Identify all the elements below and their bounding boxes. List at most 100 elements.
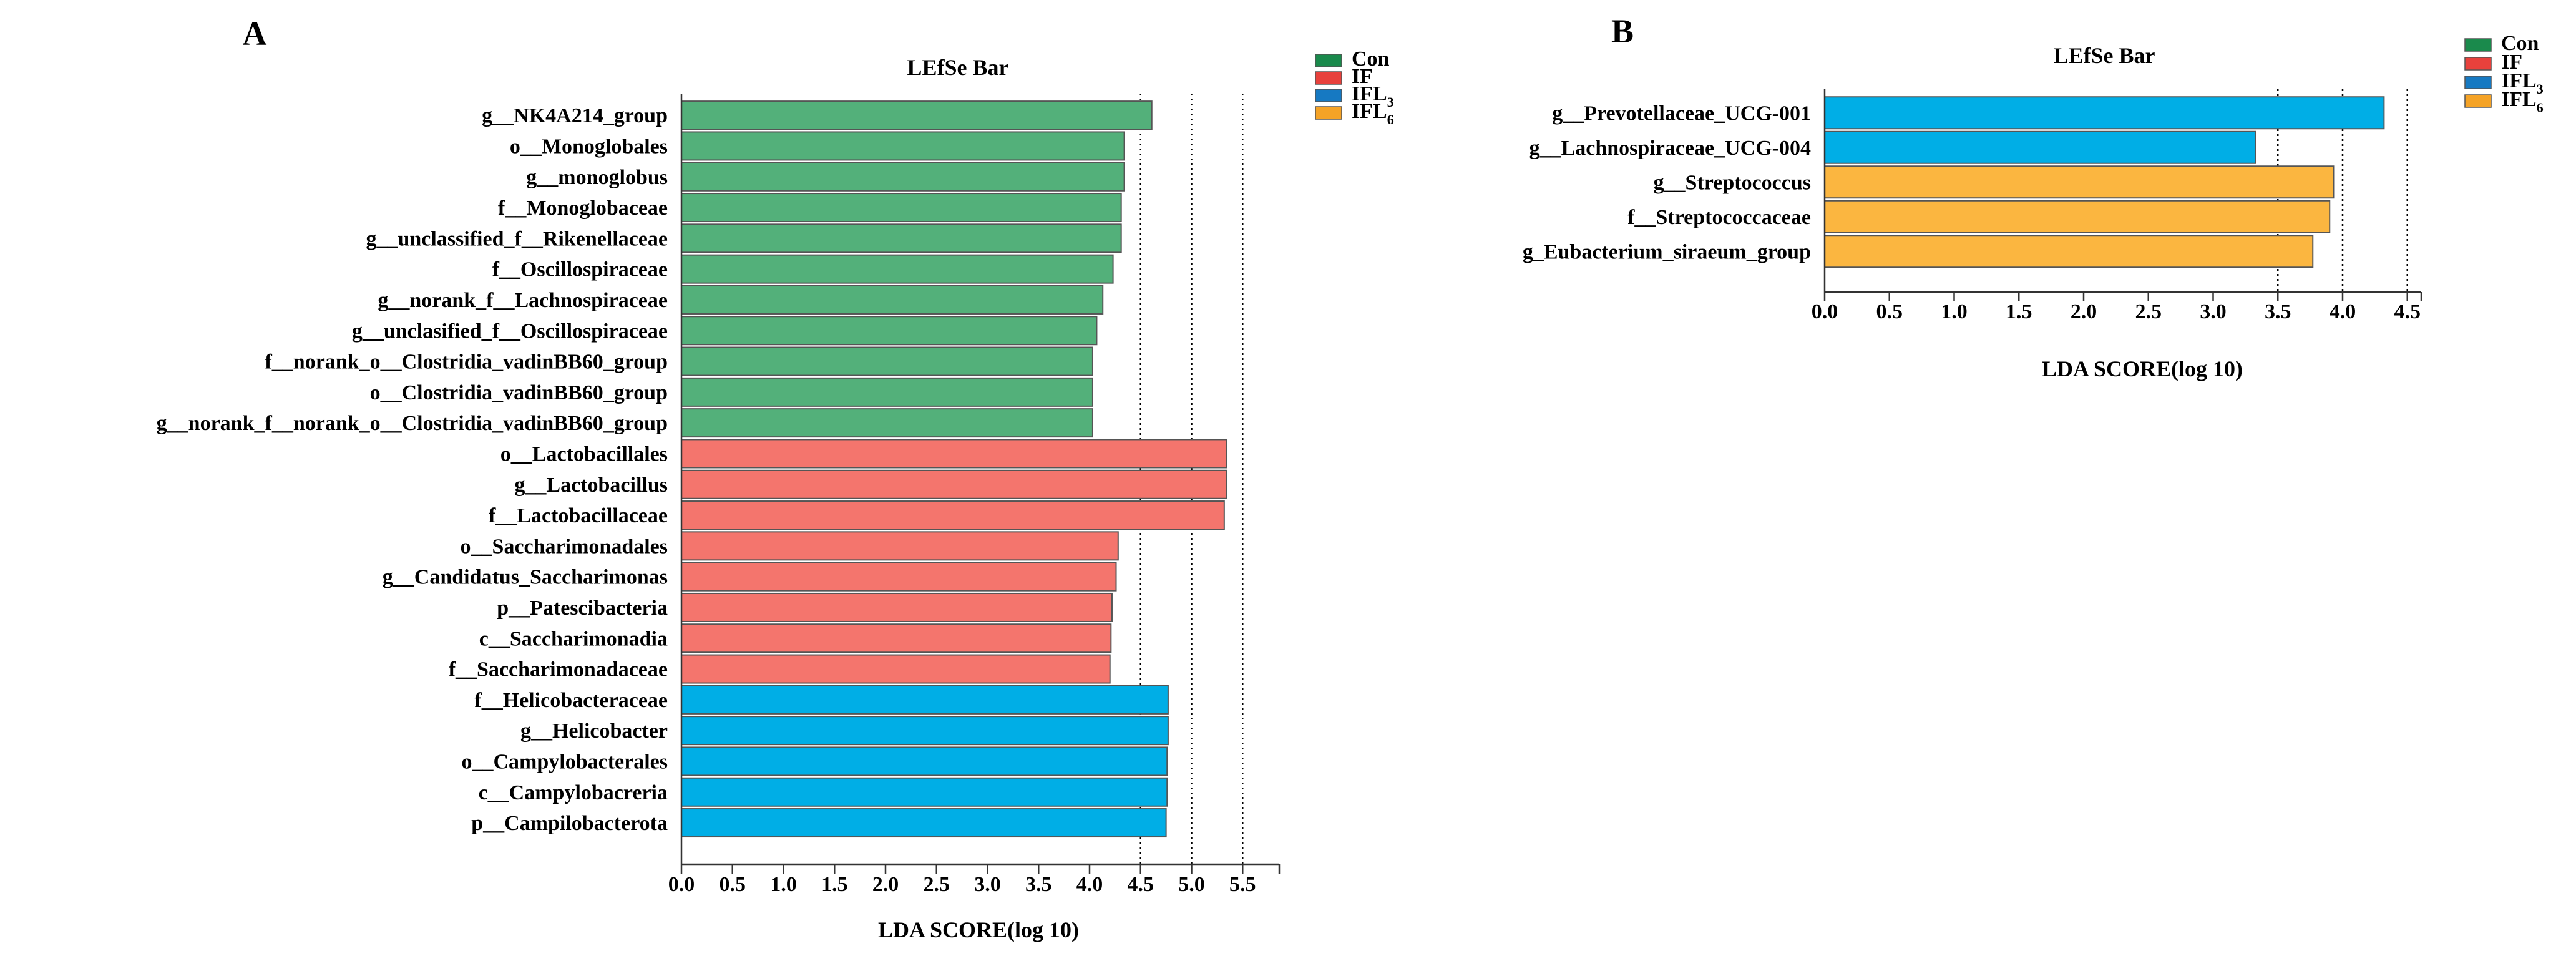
x-tick-label-4-0: 4.0 xyxy=(1076,873,1103,896)
lefse-panel-b: B LEfSe Bar g__Prevotellaceae_UCG-001 g__La… xyxy=(1523,12,2544,381)
bar-c-campylobacreria xyxy=(681,777,1168,807)
legend-swatch-ifl6 xyxy=(1315,106,1342,120)
x-tick-label-3-0: 3.0 xyxy=(974,873,1001,896)
lefse-panel-a: A LEfSe Bar g__NK4A214_group o__Monoglobale… xyxy=(157,15,1394,942)
x-tick-label-0-0: 0.0 xyxy=(668,873,695,896)
legend-swatch-if xyxy=(2464,57,2492,71)
x-tick-label-4-5: 4.5 xyxy=(1128,873,1154,896)
x-tick-label-2-0: 2.0 xyxy=(872,873,899,896)
bar-f-oscillospiraceae xyxy=(681,254,1114,284)
bar-g-unclassified-f-rikenellaceae xyxy=(681,223,1122,253)
category-label-f-streptococcaceae: f__Streptococcaceae xyxy=(1627,206,1811,229)
bar-f-lactobacillaceae xyxy=(681,500,1225,530)
category-label-g-unclassified-f-rikenellaceae: g__unclassified_f__Rikenellaceae xyxy=(366,227,668,250)
category-label-g-lactobacillus: g__Lactobacillus xyxy=(514,474,668,497)
x-axis-label: LDA SCORE(log 10) xyxy=(2042,356,2243,381)
bar-f-norank-o-clostridia-vadinbb60-group xyxy=(681,346,1093,376)
category-label-g-nk4a214-group: g__NK4A214_group xyxy=(482,104,668,127)
panel-label: A xyxy=(243,15,267,52)
category-label-f-oscillospiraceae: f__Oscillospiraceae xyxy=(492,258,668,281)
bar-g-norank-f-norank-o-clostridia-vadinbb60-group xyxy=(681,408,1093,438)
category-label-o-monoglobales: o__Monoglobales xyxy=(510,135,668,159)
x-tick-label-4-0: 4.0 xyxy=(2330,300,2356,323)
chart-title: LEfSe Bar xyxy=(907,55,1008,80)
category-label-f-lactobacillaceae: f__Lactobacillaceae xyxy=(489,504,668,527)
panel-label: B xyxy=(1611,12,1634,50)
legend-label-if: IF xyxy=(1352,65,1373,88)
bar-g-prevotellaceae-ucg-001 xyxy=(1824,96,2385,130)
category-label-g-candidatus-saccharimonas: g__Candidatus_Saccharimonas xyxy=(383,566,668,589)
x-tick-label-3-0: 3.0 xyxy=(2200,300,2227,323)
x-tick-label-0-0: 0.0 xyxy=(1812,300,1838,323)
bar-p-campilobacterota xyxy=(681,808,1167,838)
bar-o-clostridia-vadinbb60-group xyxy=(681,377,1093,407)
legend-swatch-ifl3 xyxy=(2464,76,2492,89)
category-label-g-lachnospiraceae-ucg-004: g__Lachnospiraceae_UCG-004 xyxy=(1530,137,1811,160)
bar-c-saccharimonadia xyxy=(681,623,1112,653)
bar-p-patescibacteria xyxy=(681,592,1113,622)
category-label-c-campylobacreria: c__Campylobacreria xyxy=(479,781,668,804)
x-tick-label-0-5: 0.5 xyxy=(1876,300,1903,323)
x-tick-label-3-5: 3.5 xyxy=(2265,300,2291,323)
category-label-g-norank-f-norank-o-clostridia-vadinbb60-group: g__norank_f__norank_o__Clostridia_vadinB… xyxy=(157,412,668,435)
x-tick-label-0-5: 0.5 xyxy=(720,873,746,896)
legend-label-ifl3: IFL3 xyxy=(2501,69,2544,97)
bar-f-helicobacteraceae xyxy=(681,685,1169,715)
legend-swatch-ifl3 xyxy=(1315,89,1342,102)
x-axis-label: LDA SCORE(log 10) xyxy=(878,917,1079,942)
category-label-f-norank-o-clostridia-vadinbb60-group: f__norank_o__Clostridia_vadinBB60_group xyxy=(265,351,668,374)
bar-o-campylobacterales xyxy=(681,746,1168,776)
category-label-o-clostridia-vadinbb60-group: o__Clostridia_vadinBB60_group xyxy=(370,381,668,404)
bar-f-streptococcaceae xyxy=(1824,200,2331,233)
bar-g-streptococcus xyxy=(1824,165,2334,199)
bar-g-nk4a214-group xyxy=(681,100,1153,130)
x-tick-label-5-0: 5.0 xyxy=(1178,873,1205,896)
x-tick-label-2-5: 2.5 xyxy=(924,873,950,896)
category-label-o-saccharimonadales: o__Saccharimonadales xyxy=(461,535,668,558)
legend-label-ifl6: IFL6 xyxy=(1352,100,1394,127)
category-label-g-norank-f-lachnospiraceae: g__norank_f__Lachnospiraceae xyxy=(378,289,668,312)
category-label-p-campilobacterota: p__Campilobacterota xyxy=(471,812,668,835)
legend-label-con: Con xyxy=(2501,32,2539,55)
bar-o-monoglobales xyxy=(681,131,1125,161)
legend-label-con: Con xyxy=(1352,47,1390,71)
category-label-f-monoglobaceae: f__Monoglobaceae xyxy=(498,197,668,220)
category-label-g-helicobacter: g__Helicobacter xyxy=(520,719,668,743)
x-tick-label-1-0: 1.0 xyxy=(1941,300,1968,323)
category-label-o-lactobacillales: o__Lactobacillales xyxy=(500,443,668,466)
x-tick-label-5-5: 5.5 xyxy=(1229,873,1256,896)
bar-g-unclasified-f-oscillospiraceae xyxy=(681,316,1098,346)
category-label-g-monoglobus: g__monoglobus xyxy=(526,166,668,189)
category-label-f-helicobacteraceae: f__Helicobacteraceae xyxy=(474,689,668,712)
chart-title: LEfSe Bar xyxy=(2053,43,2155,68)
legend-swatch-if xyxy=(1315,71,1342,85)
legend-swatch-ifl6 xyxy=(2464,94,2492,108)
x-tick-label-1-5: 1.5 xyxy=(2006,300,2032,323)
category-label-g-prevotellaceae-ucg-001: g__Prevotellaceae_UCG-001 xyxy=(1552,102,1811,125)
x-tick-label-2-5: 2.5 xyxy=(2135,300,2162,323)
legend-swatch-con xyxy=(2464,38,2492,52)
bar-f-monoglobaceae xyxy=(681,193,1122,223)
x-tick-label-2-0: 2.0 xyxy=(2071,300,2097,323)
bar-g-lactobacillus xyxy=(681,469,1227,499)
x-tick-label-1-0: 1.0 xyxy=(770,873,797,896)
bar-g-helicobacter xyxy=(681,716,1169,746)
legend-label-ifl6: IFL6 xyxy=(2501,88,2544,115)
bar-g-norank-f-lachnospiraceae xyxy=(681,285,1104,315)
bar-o-lactobacillales xyxy=(681,439,1227,469)
category-label-g-unclasified-f-oscillospiraceae: g__unclasified_f__Oscillospiraceae xyxy=(352,319,668,343)
bar-g-candidatus-saccharimonas xyxy=(681,562,1117,592)
category-label-g-eubacterium-siraeum-group: g_Eubacterium_siraeum_group xyxy=(1523,240,1811,263)
x-tick-label-3-5: 3.5 xyxy=(1025,873,1052,896)
category-label-o-campylobacterales: o__Campylobacterales xyxy=(461,751,668,774)
category-label-g-streptococcus: g__Streptococcus xyxy=(1654,171,1811,194)
bar-g-monoglobus xyxy=(681,162,1125,192)
legend-label-if: IF xyxy=(2501,51,2522,74)
bar-o-saccharimonadales xyxy=(681,531,1119,561)
category-label-c-saccharimonadia: c__Saccharimonadia xyxy=(479,627,668,650)
category-label-f-saccharimonadaceae: f__Saccharimonadaceae xyxy=(449,658,668,681)
bar-g-lachnospiraceae-ucg-004 xyxy=(1824,130,2256,164)
